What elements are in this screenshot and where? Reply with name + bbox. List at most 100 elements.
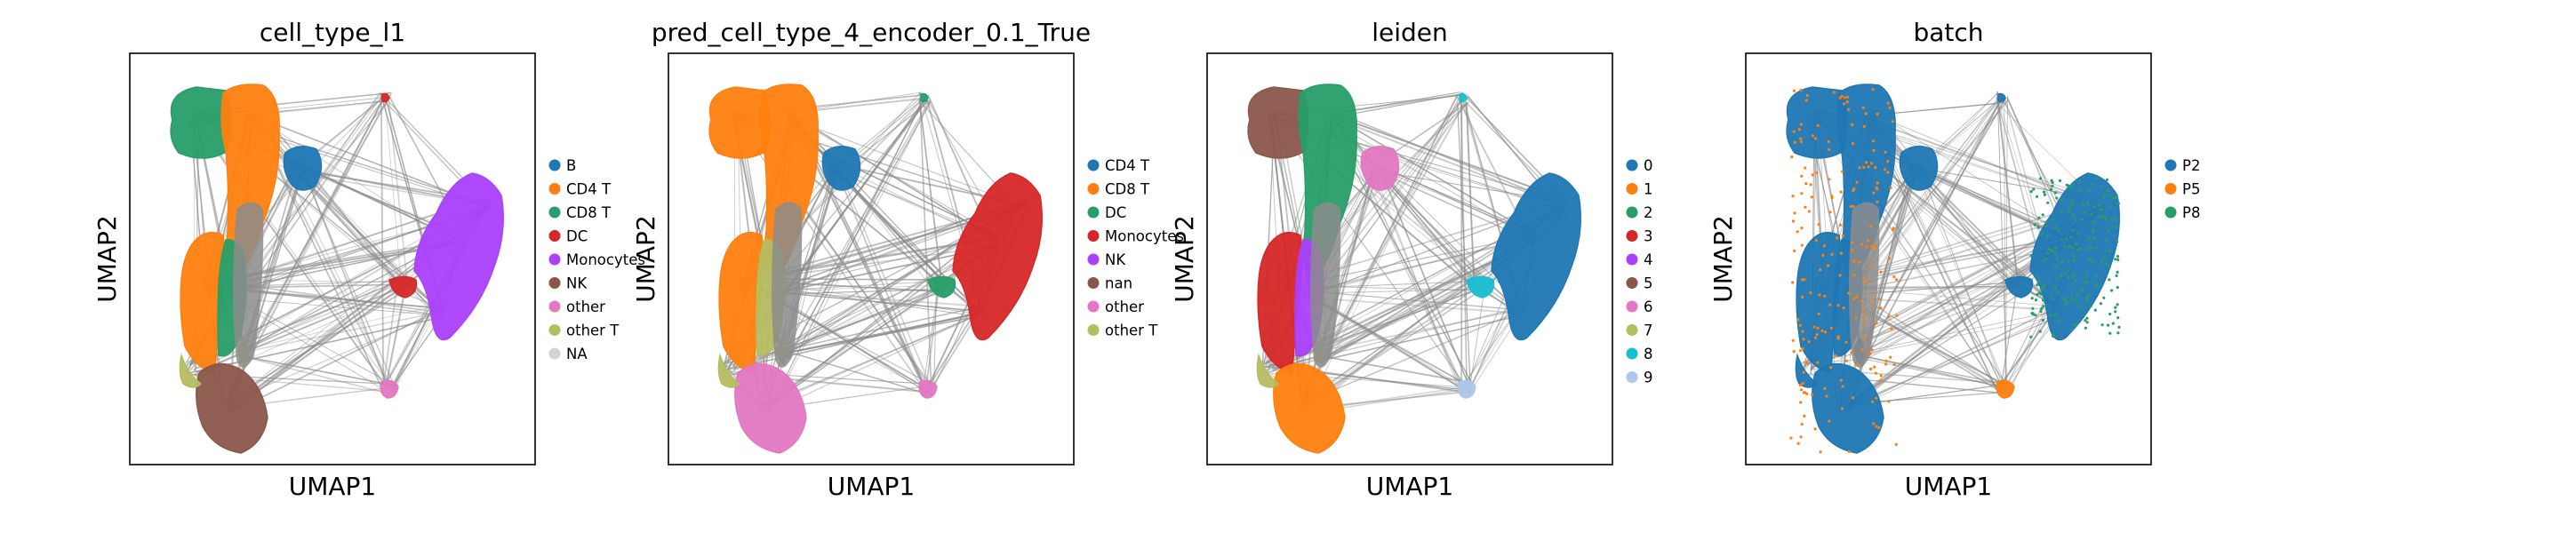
panel-2: pred_cell_type_4_encoder_0.1_True UMAP1 UM… — [631, 18, 1184, 501]
graph-edge — [768, 314, 979, 413]
cell-point — [1793, 140, 1796, 144]
cell-point — [1891, 120, 1894, 123]
cell-point — [1792, 89, 1796, 92]
cell-point — [1876, 187, 1879, 191]
cell-point — [1802, 370, 1805, 374]
cell-point — [2100, 323, 2104, 327]
legend-entry: 9 — [1626, 370, 1653, 386]
cell-point — [1812, 325, 1816, 329]
cell-point — [1869, 367, 1873, 370]
cell-point — [1813, 336, 1818, 339]
legend-entry: P5 — [2164, 181, 2200, 198]
cell-point — [2092, 227, 2095, 232]
cell-point — [2116, 240, 2119, 243]
cell-point — [1886, 171, 1890, 174]
legend-label: CD8 T — [1105, 181, 1150, 198]
cell-point — [2094, 176, 2099, 179]
cell-point — [2080, 218, 2084, 221]
cell-point — [1865, 245, 1868, 249]
cell-point — [2115, 274, 2118, 277]
cell-point — [1867, 239, 1870, 243]
graph-edge — [1804, 309, 2060, 365]
legend-entry: NK — [548, 275, 588, 292]
cell-point — [2065, 303, 2068, 306]
cell-point — [1827, 139, 1830, 143]
cell-point — [2068, 185, 2072, 188]
cell-point — [2036, 274, 2040, 278]
cell-point — [2076, 232, 2081, 235]
cell-point — [2085, 321, 2089, 324]
graph-edge — [1870, 108, 2079, 244]
region-far-dot — [920, 92, 929, 103]
cell-point — [2110, 289, 2114, 292]
cell-point — [1884, 359, 1888, 362]
legend: CD4 T CD8 T DC Monocytes NK nan other other T — [1087, 157, 1184, 339]
cell-point — [2094, 246, 2098, 250]
cell-point — [1802, 338, 1805, 341]
cell-point — [1855, 180, 1859, 184]
cell-point — [2117, 325, 2121, 329]
cell-point — [1809, 183, 1812, 187]
cell-point — [2087, 293, 2091, 297]
cell-point — [1846, 107, 1851, 111]
cell-point — [1855, 295, 1859, 298]
panel-1: cell_type_l1 UMAP1 UMAP2 B CD4 T CD8 T DC Monoc… — [92, 18, 645, 501]
cell-point — [1811, 173, 1814, 177]
legend: P2 P5 P8 — [2164, 157, 2200, 221]
cell-point — [2069, 200, 2073, 203]
cell-point — [2039, 310, 2043, 314]
region-right-neck — [2004, 275, 2034, 298]
legend-entry: other — [548, 298, 605, 315]
cell-point — [1843, 102, 1846, 106]
cell-point — [2114, 258, 2117, 261]
legend-entry: B — [548, 157, 576, 174]
graph-edge — [293, 163, 457, 235]
graph-edge — [189, 111, 389, 384]
cell-point — [1849, 204, 1852, 209]
cell-point — [1820, 329, 1824, 332]
cell-point — [1860, 299, 1863, 303]
cell-point — [2044, 258, 2048, 261]
region-far-dot — [1997, 92, 2006, 103]
cell-point — [2084, 298, 2088, 301]
graph-edge — [252, 115, 457, 246]
cell-point — [1870, 162, 1874, 165]
legend-label: P5 — [2182, 181, 2200, 198]
graph-edge — [1328, 95, 1460, 355]
cell-point — [2050, 249, 2053, 252]
legend-label: 1 — [1644, 181, 1653, 198]
cell-point — [1892, 275, 1896, 279]
cell-point — [2055, 290, 2059, 294]
cell-point — [1872, 148, 1876, 152]
cell-point — [1865, 161, 1868, 164]
graph-edge — [1316, 315, 1519, 362]
cell-point — [1810, 195, 1813, 199]
legend-entry: 3 — [1626, 228, 1653, 245]
region-bottom-blob — [734, 362, 807, 454]
graph-edge — [1335, 116, 1540, 239]
cell-point — [1828, 147, 1831, 151]
cell-point — [1875, 396, 1878, 400]
cell-point — [1836, 236, 1839, 240]
cell-point — [2060, 198, 2063, 202]
graph-edge — [926, 312, 980, 395]
cell-point — [1852, 204, 1855, 208]
graph-edge — [1317, 95, 1465, 362]
cell-point — [2039, 292, 2043, 296]
graph-edge — [723, 289, 947, 372]
cell-point — [2046, 201, 2050, 204]
cell-point — [1796, 318, 1800, 322]
cell-point — [1807, 340, 1811, 344]
cell-point — [1872, 191, 1876, 195]
cell-point — [1847, 291, 1851, 295]
graph-edge — [1860, 290, 2013, 353]
graph-edge — [1331, 114, 1563, 199]
legend-entry: other — [1087, 298, 1144, 315]
cell-point — [2100, 215, 2103, 219]
cell-point — [2042, 190, 2046, 194]
cell-point — [1815, 171, 1819, 175]
cell-point — [1877, 426, 1881, 430]
legend-entry: nan — [1087, 275, 1132, 292]
cell-point — [2104, 250, 2108, 253]
cell-point — [1886, 101, 1890, 105]
